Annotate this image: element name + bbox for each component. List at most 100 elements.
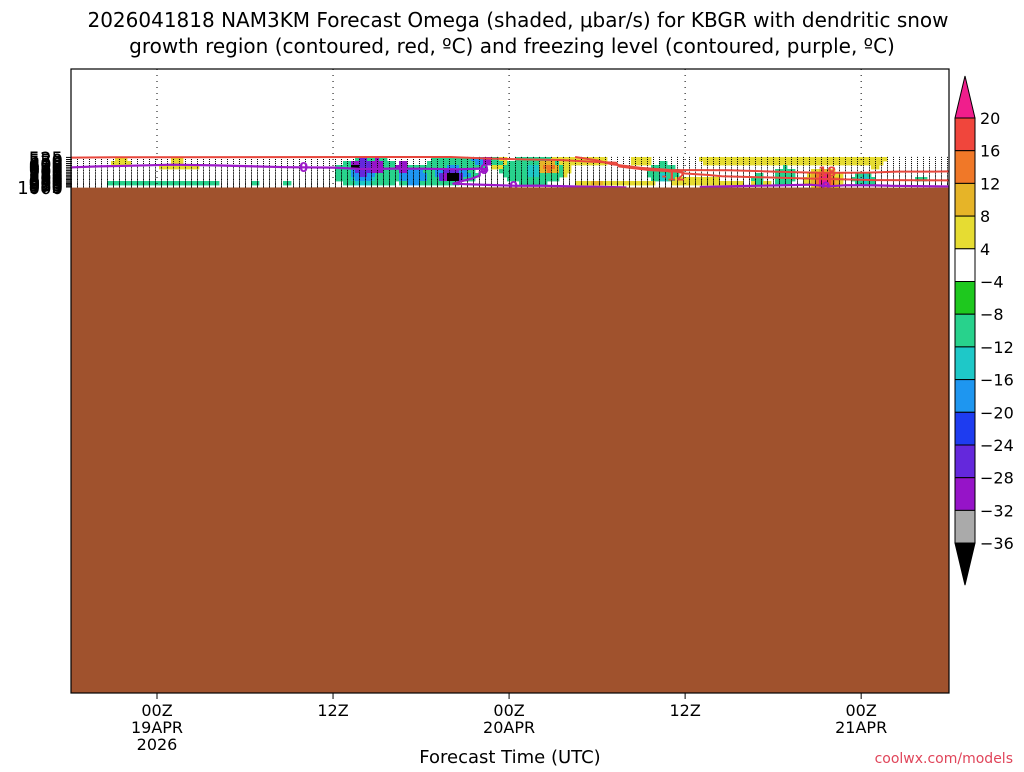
omega-cell [703,181,708,186]
omega-cell [599,161,604,166]
omega-cell [523,177,528,182]
omega-cell [863,173,868,178]
omega-cell [391,165,396,170]
omega-cell [479,165,484,170]
omega-cell [359,157,364,162]
omega-cell [691,181,696,186]
omega-cell [607,181,612,186]
colorbar-label: 8 [980,207,990,226]
omega-cell [707,181,712,186]
omega-cell [443,157,448,162]
omega-cell [767,181,772,186]
omega-cell [715,157,720,162]
omega-cell [399,169,404,174]
omega-cell [567,169,572,174]
y-tick-label: 600 [29,155,63,176]
omega-cell [775,173,780,178]
colorbar-max-arrow [954,75,976,119]
omega-cell [359,177,364,182]
colorbar-segment [954,411,976,446]
omega-cell [731,181,736,186]
colorbar-segment [954,313,976,348]
omega-cell [407,181,412,186]
omega-cell [407,169,412,174]
omega-cell [919,177,924,182]
omega-cell [755,161,760,166]
omega-cell [499,161,504,166]
omega-cell [535,161,540,166]
omega-cell [359,169,364,174]
colorbar-segment [954,477,976,511]
omega-cell [403,169,408,174]
omega-cell [827,161,832,166]
terrain-ground [71,187,949,693]
omega-cell [575,181,580,186]
omega-cell [175,161,180,166]
y-tick-label: 850 [29,171,63,192]
omega-cell [659,173,664,178]
omega-cell [515,165,520,170]
omega-cell [727,161,732,166]
omega-cell [391,181,396,186]
omega-cell [555,169,560,174]
omega-cell [451,165,456,170]
omega-cell [691,177,696,182]
omega-cell [547,165,552,170]
omega-cell [455,173,460,178]
colorbar-segment [954,509,976,544]
y-tick-label: 1000 [17,178,63,199]
omega-cell [347,161,352,166]
colorbar-segment [954,117,976,152]
omega-cell [527,161,532,166]
omega-cell [163,181,168,186]
omega-cell [751,161,756,166]
omega-cell [499,169,504,174]
omega-cell [775,157,780,162]
y-tick-label: 575 [29,153,63,174]
omega-cell [559,173,564,178]
x-axis-label: Forecast Time (UTC) [419,747,600,768]
omega-cell [787,161,792,166]
omega-cell [439,177,444,182]
omega-cell [659,165,664,170]
omega-cell [715,177,720,182]
omega-cell [431,157,436,162]
omega-cell [827,181,832,186]
omega-cell [371,165,376,170]
omega-cell [167,165,172,170]
colorbar-label: −36 [980,534,1014,553]
dgz-contour [574,156,949,174]
omega-cell [803,161,808,166]
omega-cell [475,157,480,162]
omega-cell [583,161,588,166]
omega-cell [527,173,532,178]
omega-cell [875,161,880,166]
omega-cell [775,177,780,182]
omega-cell [251,181,256,186]
omega-cell [839,161,844,166]
omega-cell [335,173,340,178]
omega-cell [635,161,640,166]
omega-cell [467,157,472,162]
omega-cell [871,165,876,170]
omega-cell [443,177,448,182]
omega-cell [543,169,548,174]
omega-cell [427,173,432,178]
omega-cell [811,181,816,186]
omega-cell [403,161,408,166]
omega-cell [863,181,868,186]
omega-cell [763,181,768,186]
omega-cell [779,177,784,182]
y-tick-label: 900 [29,173,63,194]
omega-cell [491,161,496,166]
attribution[interactable]: coolwx.com/models [875,751,1013,767]
dgz-contour [71,156,949,182]
omega-cell [143,181,148,186]
x-tick-label: 20APR [483,718,535,737]
omega-cell [383,169,388,174]
omega-cell [851,157,856,162]
dgz-contour-label: -12 [662,170,686,185]
omega-cell [363,169,368,174]
omega-cell [355,181,360,186]
omega-cell [683,177,688,182]
